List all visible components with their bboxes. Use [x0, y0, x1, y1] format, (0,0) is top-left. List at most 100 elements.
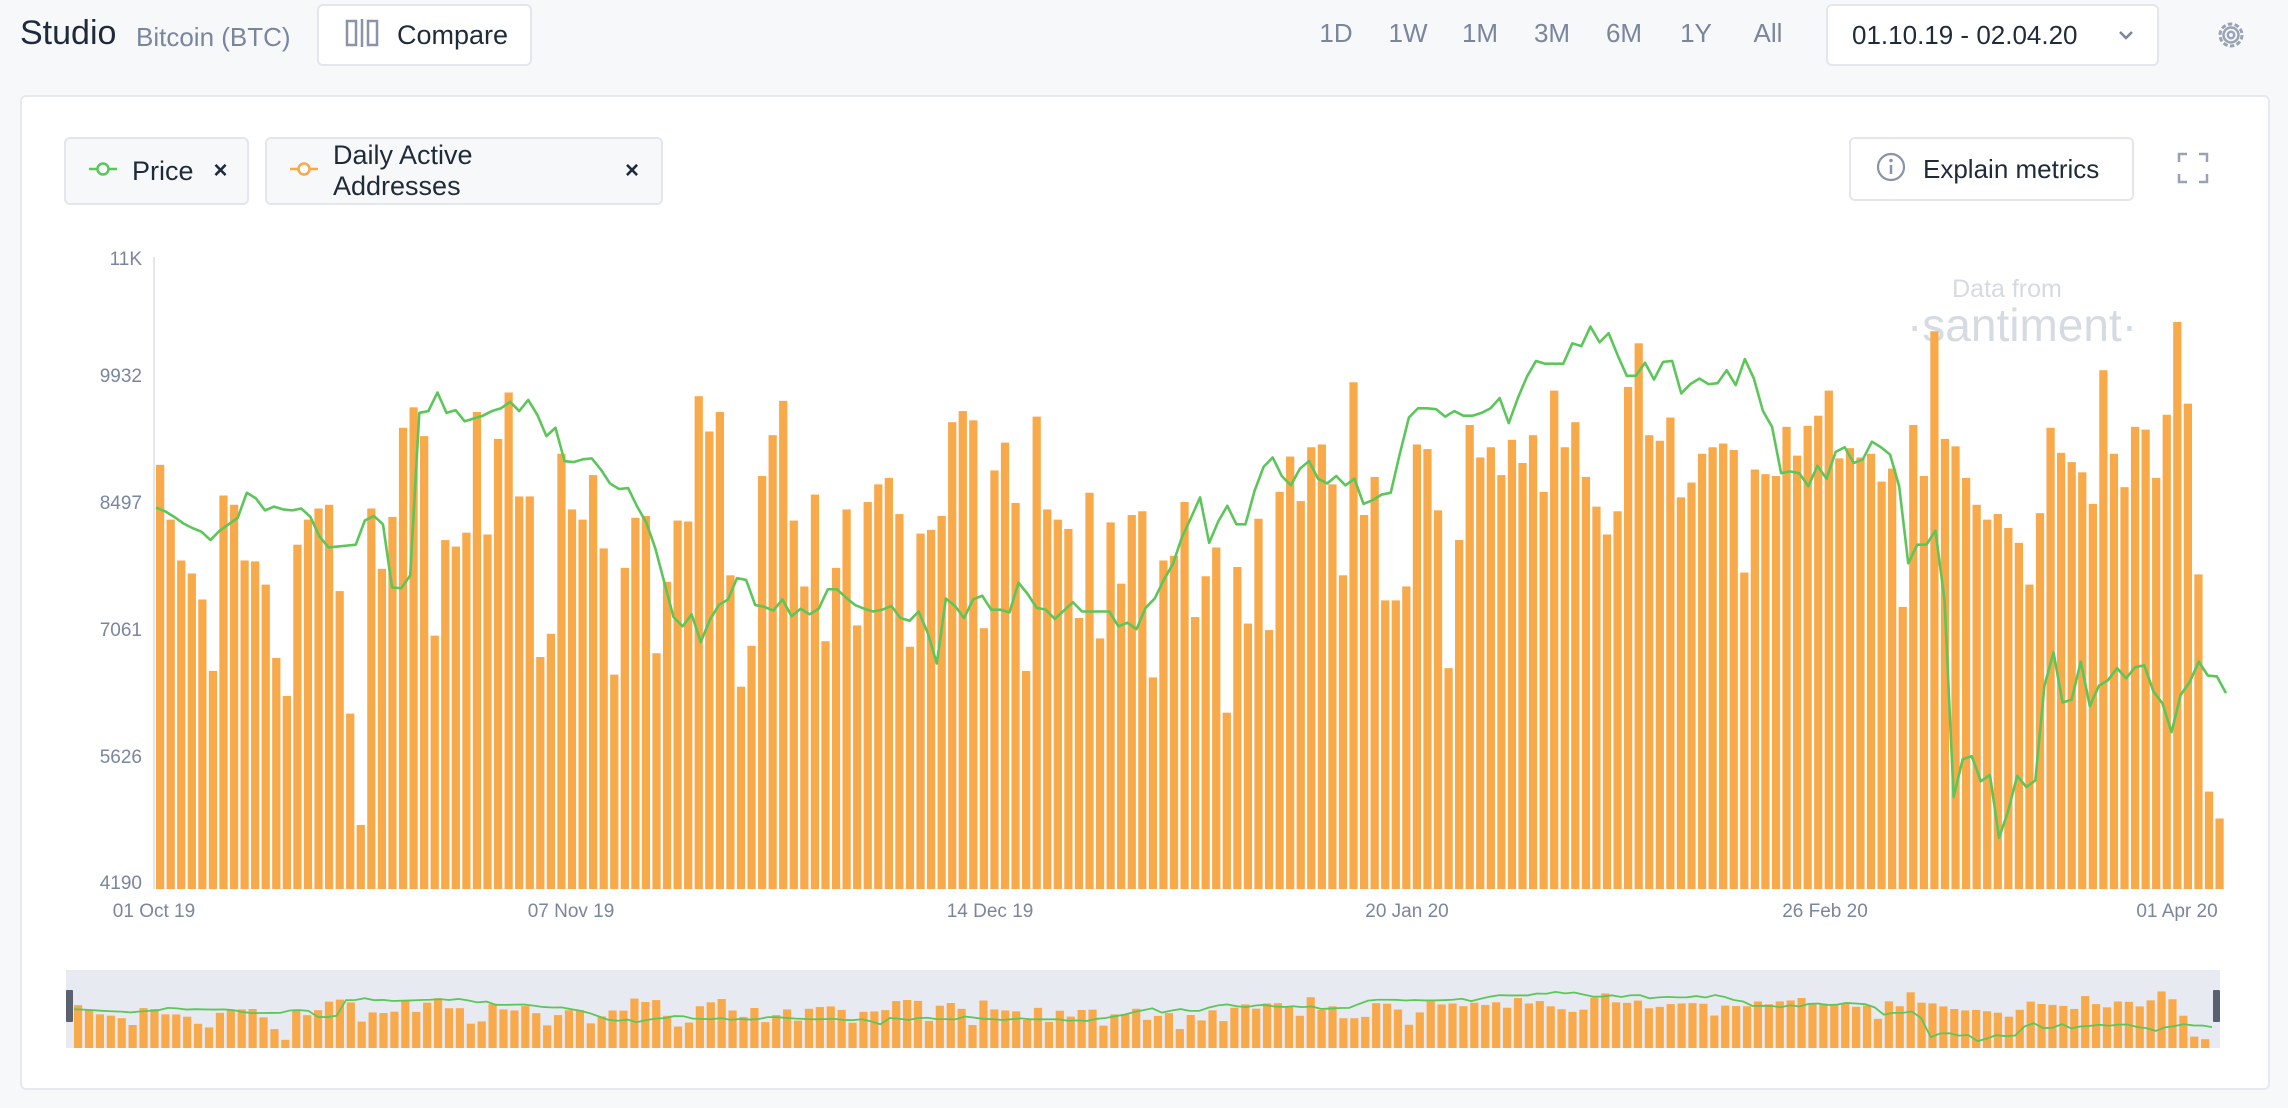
navigator-bar — [2146, 1000, 2155, 1048]
daa-bar — [1275, 491, 1284, 889]
metric-chip-price[interactable]: Price × — [64, 137, 249, 205]
navigator-right-handle[interactable] — [2213, 990, 2220, 1022]
navigator-bar — [1121, 1013, 1130, 1048]
remove-daa-icon[interactable]: × — [624, 157, 639, 184]
daa-bar — [2025, 584, 2034, 889]
navigator-bar — [553, 1015, 563, 1048]
daa-bar — [1349, 382, 1358, 889]
navigator-bar — [433, 998, 443, 1048]
range-3m[interactable]: 3M — [1533, 18, 1571, 48]
chart-area[interactable]: Data from ·santiment· 11K 9932 8497 7061… — [22, 97, 2272, 1092]
daa-bar — [2057, 452, 2066, 889]
navigator-bar — [1132, 1008, 1141, 1048]
daa-bar — [187, 573, 196, 889]
daa-bar — [1835, 458, 1844, 889]
daa-bar — [1940, 438, 1950, 889]
daa-bar — [1328, 484, 1337, 889]
daa-bar — [1634, 343, 1643, 889]
daa-bar — [1338, 575, 1348, 889]
navigator-bar — [1884, 1001, 1893, 1048]
daa-bar — [2130, 426, 2140, 889]
navigator-bar — [1044, 1021, 1054, 1048]
navigator-bar — [1982, 1011, 1992, 1048]
range-1d[interactable]: 1D — [1319, 18, 1353, 48]
daa-bar — [1972, 504, 1981, 889]
daa-bar — [1486, 447, 1495, 889]
daa-bar — [2067, 462, 2076, 889]
navigator-bar — [968, 1025, 977, 1048]
navigator-bar — [1437, 1004, 1446, 1048]
chart-card: Price × Daily Active Addresses × Explain… — [20, 95, 2270, 1090]
navigator-bar — [924, 1020, 934, 1048]
daa-bar — [652, 653, 661, 889]
daa-bar — [1845, 448, 1855, 889]
daa-bar — [2141, 429, 2150, 889]
daa-bar — [2035, 513, 2045, 889]
explain-metrics-label: Explain metrics — [1923, 153, 2100, 184]
navigator-bar — [1295, 1015, 1304, 1048]
daa-bar — [1888, 468, 1897, 889]
navigator-bar — [281, 1039, 290, 1048]
navigator-left-handle[interactable] — [66, 990, 73, 1022]
daa-bar — [1085, 492, 1094, 889]
navigator-bar — [1317, 1010, 1326, 1048]
navigator-bar — [390, 1011, 399, 1048]
daa-bar — [293, 544, 302, 889]
navigator-bar — [1655, 1006, 1664, 1048]
date-range-value: 01.10.19 - 02.04.20 — [1852, 19, 2078, 50]
daa-bar — [2078, 472, 2087, 889]
navigator-bar — [1306, 997, 1315, 1048]
gear-icon[interactable] — [2214, 18, 2248, 57]
daa-bar — [198, 599, 207, 889]
daa-bar — [578, 519, 587, 889]
daa-bar — [979, 628, 989, 889]
navigator-bar — [1568, 1011, 1577, 1048]
daa-bar — [388, 516, 397, 889]
navigator-bar — [2168, 999, 2177, 1048]
navigator-bar — [1143, 1019, 1152, 1048]
x-tick-label: 26 Feb 20 — [1782, 901, 1868, 922]
metric-chip-daily-active-addresses[interactable]: Daily Active Addresses × — [265, 137, 663, 205]
remove-price-icon[interactable]: × — [213, 157, 228, 184]
compare-button[interactable]: Compare — [317, 4, 532, 66]
top-bar: Studio Bitcoin (BTC) Compare 1D 1W 1M 3M… — [0, 0, 2288, 70]
navigator-bar — [1764, 1004, 1773, 1048]
daa-bar — [1560, 447, 1569, 889]
explain-metrics-button[interactable]: Explain metrics — [1849, 137, 2134, 201]
navigator-bar — [946, 1003, 955, 1048]
navigator-bar — [161, 1014, 170, 1048]
navigator-bar — [619, 1010, 628, 1048]
daa-bar — [1645, 435, 1654, 889]
daa-bar — [1814, 415, 1823, 889]
fullscreen-icon[interactable] — [2177, 152, 2209, 189]
daa-bar — [1264, 630, 1274, 889]
navigator-bar — [1459, 1006, 1468, 1048]
daa-bar — [282, 695, 291, 889]
range-1w[interactable]: 1W — [1388, 18, 1428, 48]
navigator-bar — [793, 1020, 803, 1048]
daa-bar — [303, 519, 313, 889]
navigator-bar — [804, 1008, 814, 1048]
range-all[interactable]: All — [1753, 18, 1783, 48]
date-range-picker[interactable]: 01.10.19 - 02.04.20 — [1826, 4, 2159, 66]
daa-bar — [842, 509, 851, 889]
daa-bar — [1381, 600, 1390, 889]
compare-label: Compare — [397, 19, 509, 50]
daa-bar — [261, 584, 270, 889]
navigator-bar — [728, 1010, 737, 1048]
daa-bar — [662, 581, 672, 889]
x-tick-label: 14 Dec 19 — [947, 901, 1034, 922]
navigator-bar — [1972, 1009, 1981, 1048]
navigator-bar — [564, 1010, 574, 1048]
daa-bar — [1613, 511, 1622, 889]
range-1y[interactable]: 1Y — [1680, 18, 1712, 48]
range-6m[interactable]: 6M — [1605, 18, 1643, 48]
range-1m[interactable]: 1M — [1461, 18, 1499, 48]
navigator-bar — [1612, 1002, 1621, 1048]
daa-bar — [1497, 475, 1506, 889]
navigator-bar — [1055, 1010, 1064, 1048]
navigator-bar — [1579, 1009, 1588, 1048]
daa-bar — [567, 509, 577, 889]
daa-bar — [1539, 491, 1548, 889]
daa-bar — [589, 475, 598, 889]
